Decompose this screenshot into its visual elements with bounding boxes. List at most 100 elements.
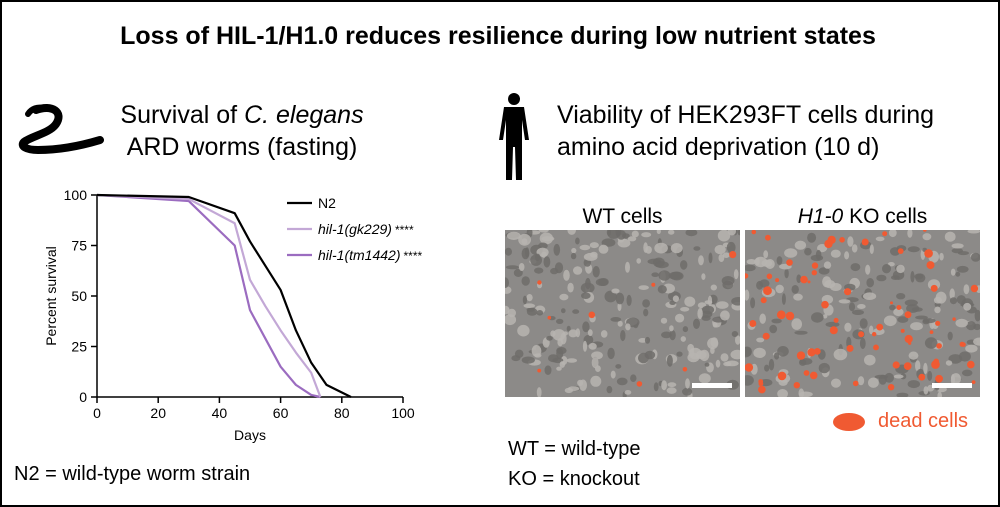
ko-gene-name: H1-0 bbox=[797, 205, 844, 228]
cell bbox=[598, 278, 609, 286]
dead-cell bbox=[839, 237, 845, 243]
cell bbox=[914, 273, 924, 280]
cell bbox=[568, 329, 578, 338]
cell bbox=[715, 359, 721, 368]
cell bbox=[680, 336, 686, 342]
cell bbox=[570, 252, 577, 260]
cell bbox=[617, 320, 623, 327]
cell bbox=[653, 382, 659, 392]
cell bbox=[536, 387, 542, 397]
dead-cell bbox=[807, 348, 816, 357]
cell bbox=[851, 244, 858, 253]
cell bbox=[556, 347, 567, 355]
right-subtitle-line2: amino acid deprivation (10 d) bbox=[557, 133, 880, 161]
cell bbox=[587, 329, 593, 337]
cell bbox=[627, 236, 637, 242]
cell bbox=[550, 330, 556, 337]
cell bbox=[546, 335, 553, 341]
cell bbox=[923, 386, 929, 395]
cell bbox=[865, 264, 871, 275]
cell bbox=[717, 230, 731, 242]
y-tick-label: 50 bbox=[71, 288, 87, 304]
cell bbox=[655, 261, 669, 269]
cell bbox=[505, 277, 509, 288]
cell bbox=[768, 358, 775, 371]
cell bbox=[956, 265, 969, 273]
cell bbox=[620, 330, 626, 342]
wt-image-label: WT cells bbox=[582, 205, 663, 228]
cell bbox=[847, 236, 854, 247]
cell bbox=[763, 250, 769, 259]
cell bbox=[720, 353, 729, 362]
cell bbox=[951, 248, 963, 254]
dead-cell bbox=[758, 381, 764, 387]
dead-cell bbox=[903, 362, 912, 370]
cell bbox=[505, 314, 517, 326]
cell bbox=[658, 270, 671, 281]
cell bbox=[701, 273, 706, 280]
cell bbox=[625, 261, 630, 273]
cell bbox=[592, 266, 600, 278]
cell bbox=[685, 230, 698, 237]
cell bbox=[661, 331, 672, 339]
cell bbox=[651, 272, 659, 277]
cell bbox=[610, 317, 622, 322]
left-subtitle: Survival of C. elegans ARD worms (fastin… bbox=[92, 99, 392, 163]
cell bbox=[669, 325, 674, 332]
cell bbox=[764, 364, 770, 372]
cell bbox=[722, 252, 730, 258]
cell bbox=[697, 308, 703, 320]
cell bbox=[922, 233, 932, 241]
cell bbox=[948, 354, 963, 364]
cell bbox=[807, 232, 817, 243]
dead-cell bbox=[892, 361, 900, 369]
cell bbox=[725, 360, 739, 367]
dead-cell bbox=[971, 380, 976, 384]
cell bbox=[698, 373, 711, 384]
dead-cell bbox=[926, 261, 935, 270]
dead-cell bbox=[813, 348, 821, 355]
dead-cell bbox=[852, 380, 859, 387]
cell bbox=[791, 318, 802, 330]
cell bbox=[844, 322, 852, 332]
cell bbox=[534, 353, 542, 358]
dead-cell bbox=[811, 262, 819, 269]
cell bbox=[535, 253, 541, 261]
cell bbox=[774, 352, 780, 360]
cell bbox=[745, 375, 754, 386]
cell bbox=[582, 321, 590, 333]
cell bbox=[893, 374, 904, 379]
cell bbox=[590, 375, 602, 387]
cell bbox=[617, 302, 622, 312]
cell bbox=[523, 303, 536, 308]
cell bbox=[945, 360, 953, 366]
cell bbox=[950, 374, 955, 386]
y-tick-label: 25 bbox=[71, 339, 87, 355]
cell bbox=[526, 294, 533, 302]
x-tick-label: 60 bbox=[273, 405, 289, 421]
cell bbox=[963, 284, 970, 295]
cell bbox=[567, 230, 576, 235]
cell bbox=[967, 230, 980, 234]
cell bbox=[693, 318, 700, 329]
dead-cell bbox=[952, 317, 956, 321]
cell bbox=[910, 322, 923, 331]
cell bbox=[676, 351, 683, 357]
cell bbox=[868, 377, 879, 388]
x-tick-label: 0 bbox=[93, 405, 101, 421]
cell bbox=[939, 252, 944, 261]
cell bbox=[896, 264, 905, 274]
cell bbox=[667, 382, 677, 388]
y-tick-label: 75 bbox=[71, 238, 87, 254]
worm-footnote: N2 = wild-type worm strain bbox=[14, 463, 251, 485]
cell bbox=[755, 257, 760, 266]
cell bbox=[631, 230, 639, 238]
right-subtitle-line1: Viability of HEK293FT cells during bbox=[557, 101, 935, 129]
dead-cell bbox=[873, 344, 879, 351]
dead-cell bbox=[811, 270, 817, 276]
figure-title: Loss of HIL-1/H1.0 reduces resilience du… bbox=[120, 22, 876, 50]
worm-icon bbox=[18, 103, 104, 155]
dead-cell bbox=[803, 370, 810, 376]
ko-label-rest: KO cells bbox=[843, 205, 928, 228]
cell bbox=[660, 317, 668, 324]
